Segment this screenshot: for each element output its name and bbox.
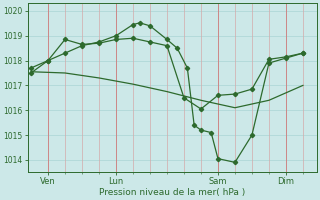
X-axis label: Pression niveau de la mer( hPa ): Pression niveau de la mer( hPa ) [99, 188, 245, 197]
